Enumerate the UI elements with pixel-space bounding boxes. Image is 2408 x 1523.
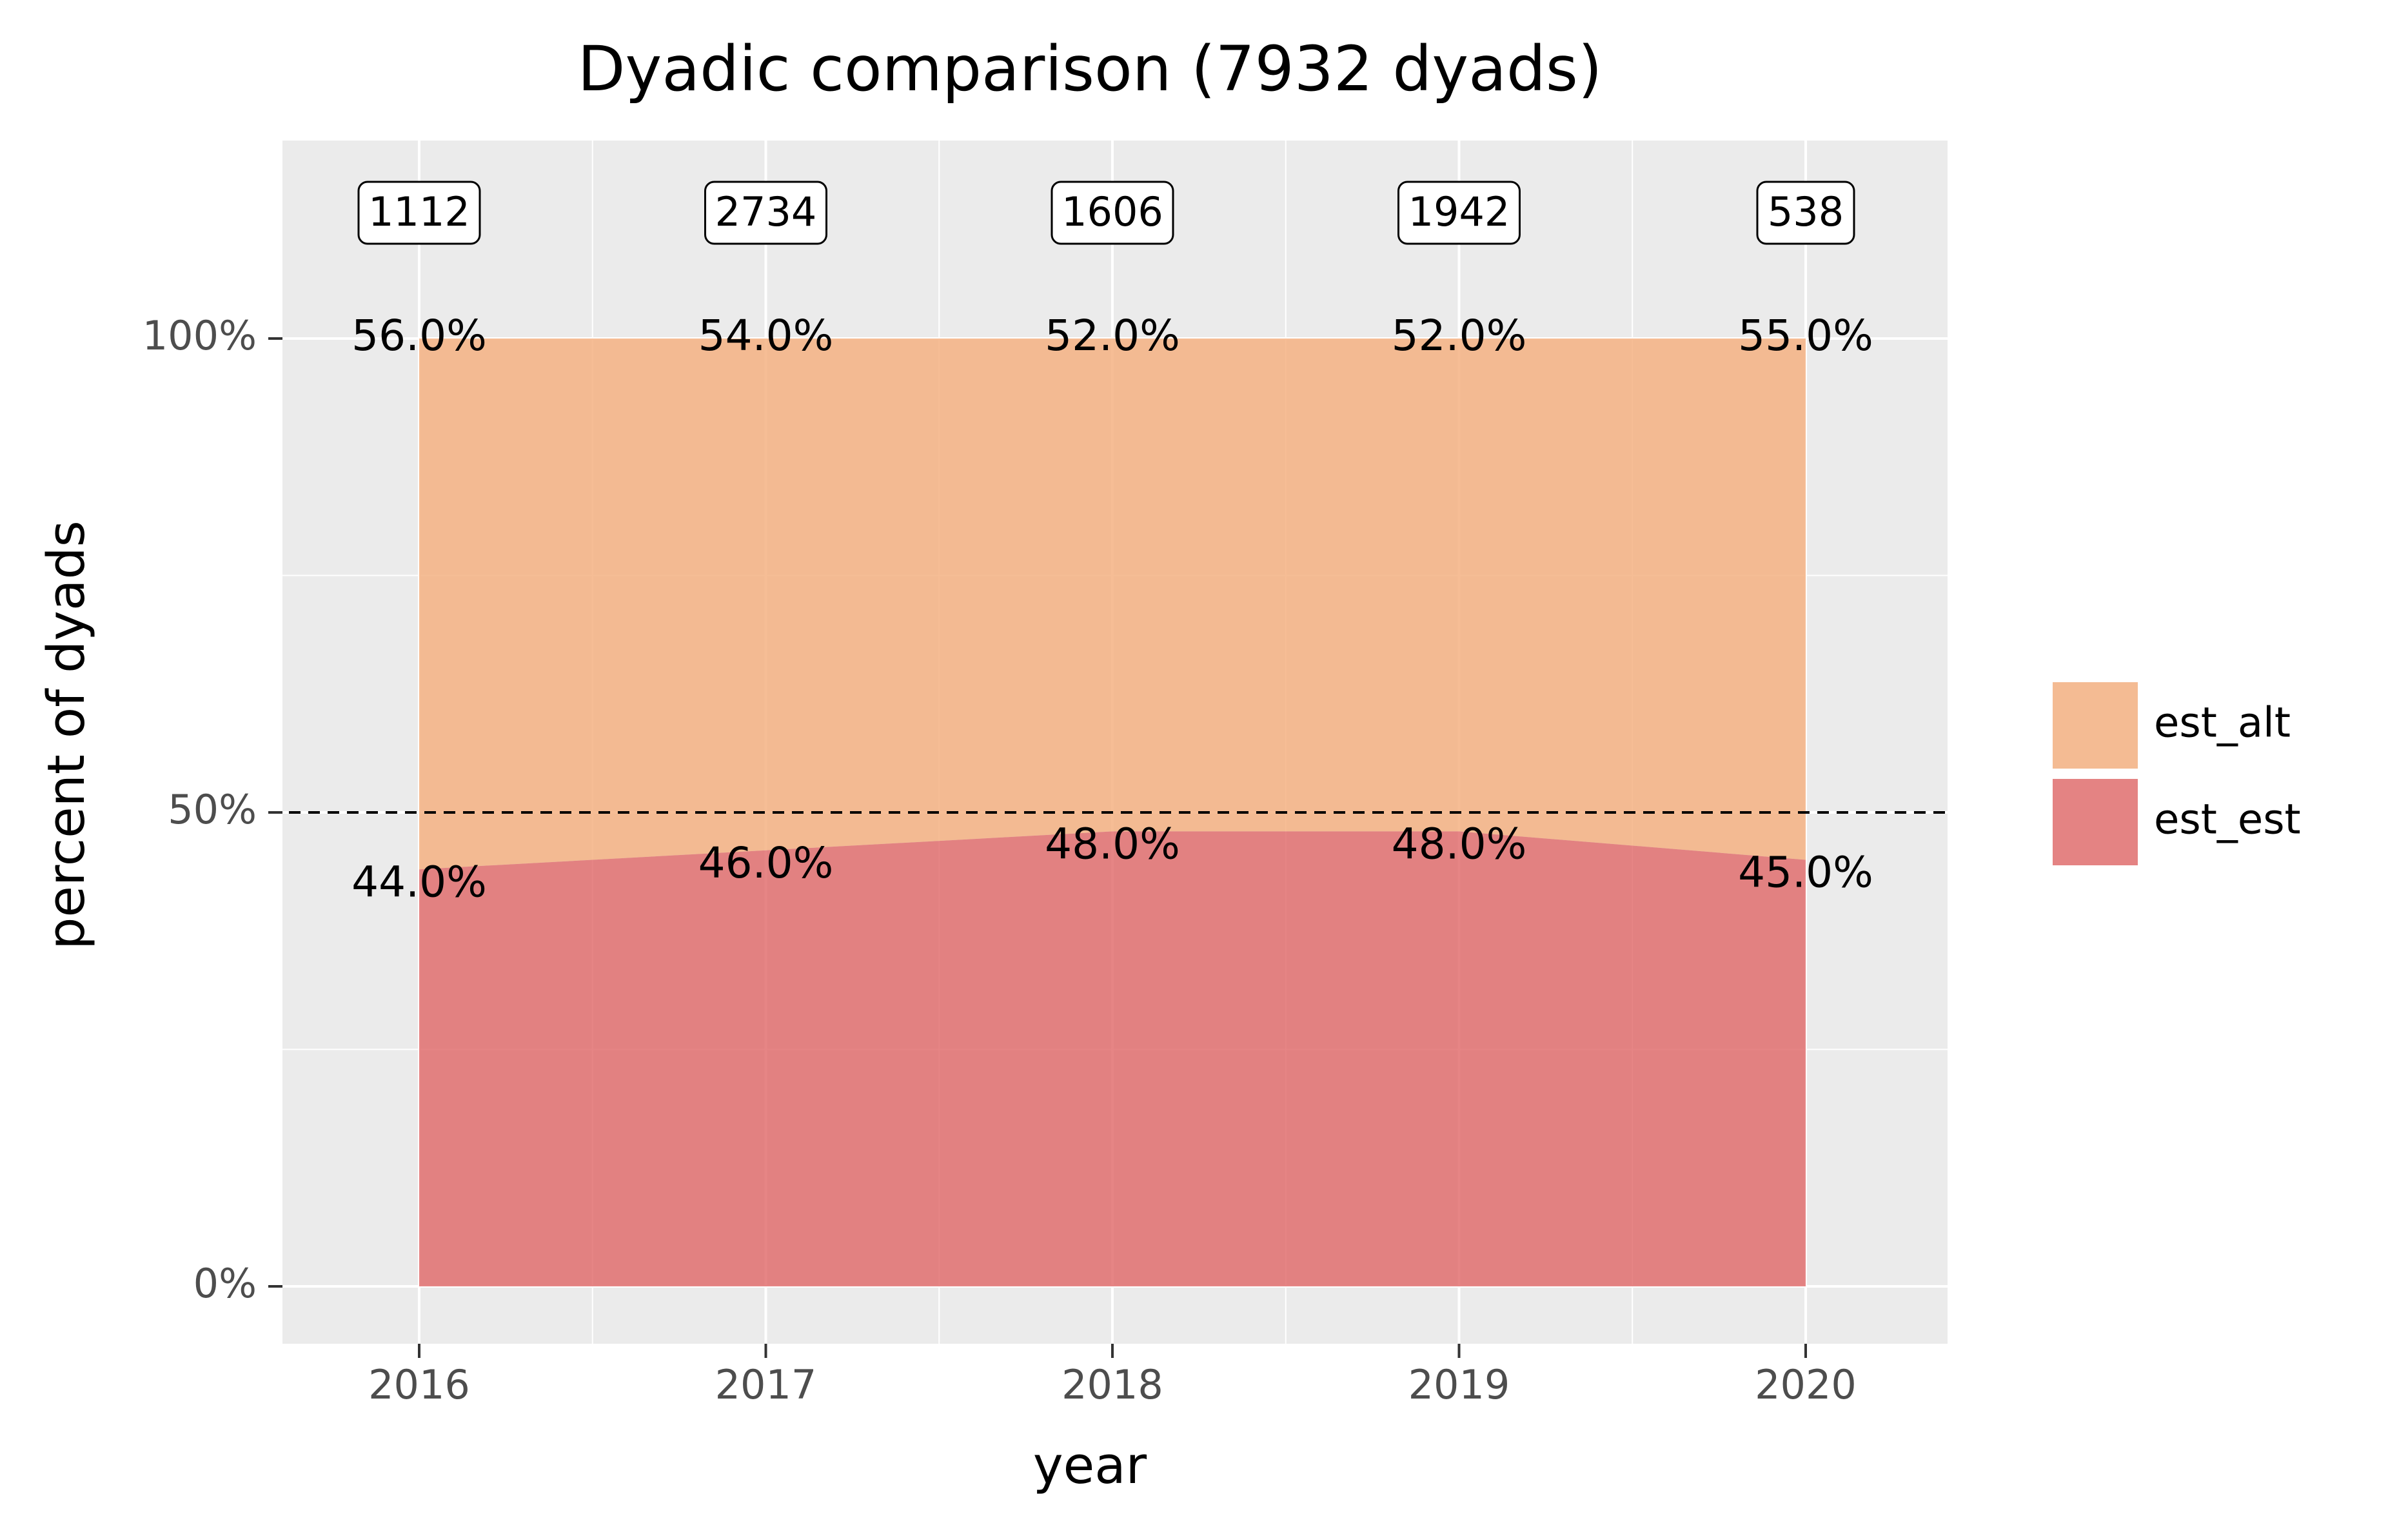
pct-label-est-est: 46.0%	[698, 838, 834, 888]
legend-key-est-est	[2053, 779, 2138, 865]
plot-area: 44.0% 46.0% 48.0% 48.0% 45.0% 56.0% 54.0% 52.0%…	[143, 141, 1948, 1408]
x-tick-label: 2020	[1755, 1361, 1857, 1408]
legend: est_alt est_est	[2053, 682, 2301, 865]
chart-title: Dyadic comparison (7932 dyads)	[578, 33, 1603, 105]
x-tick-label: 2017	[715, 1361, 817, 1408]
count-label: 1606	[1061, 188, 1163, 235]
x-tick-label: 2019	[1408, 1361, 1510, 1408]
area-est-alt	[419, 339, 1806, 870]
pct-label-est-est: 45.0%	[1738, 848, 1873, 898]
count-box	[1756, 181, 1855, 245]
y-tick-label: 50%	[168, 786, 257, 833]
area-est-est	[419, 831, 1806, 1286]
legend-key-est-alt	[2053, 682, 2138, 769]
count-box	[1397, 181, 1521, 245]
y-tick-label: 100%	[143, 312, 257, 359]
x-tick-label: 2016	[368, 1361, 470, 1408]
legend-label-est-alt: est_alt	[2154, 700, 2291, 747]
count-label: 1112	[368, 188, 470, 235]
pct-label-est-alt: 56.0%	[351, 311, 487, 360]
pct-label-est-alt: 52.0%	[1045, 311, 1180, 360]
count-label: 1942	[1408, 188, 1510, 235]
pct-label-est-est: 48.0%	[1045, 819, 1180, 869]
y-axis-title: percent of dyads	[37, 520, 96, 950]
pct-label-est-alt: 52.0%	[1392, 311, 1527, 360]
count-box	[357, 181, 481, 245]
pct-label-est-alt: 55.0%	[1738, 311, 1873, 360]
y-tick-label: 0%	[193, 1260, 257, 1307]
count-label: 538	[1768, 188, 1844, 235]
pct-label-est-est: 44.0%	[351, 857, 487, 907]
count-label: 2734	[715, 188, 817, 235]
pct-label-est-alt: 54.0%	[698, 311, 834, 360]
count-box	[1051, 181, 1174, 245]
count-box	[704, 181, 827, 245]
x-tick-label: 2018	[1061, 1361, 1163, 1408]
x-axis-title: year	[1033, 1436, 1147, 1495]
pct-label-est-est: 48.0%	[1392, 819, 1527, 869]
legend-label-est-est: est_est	[2154, 796, 2301, 844]
